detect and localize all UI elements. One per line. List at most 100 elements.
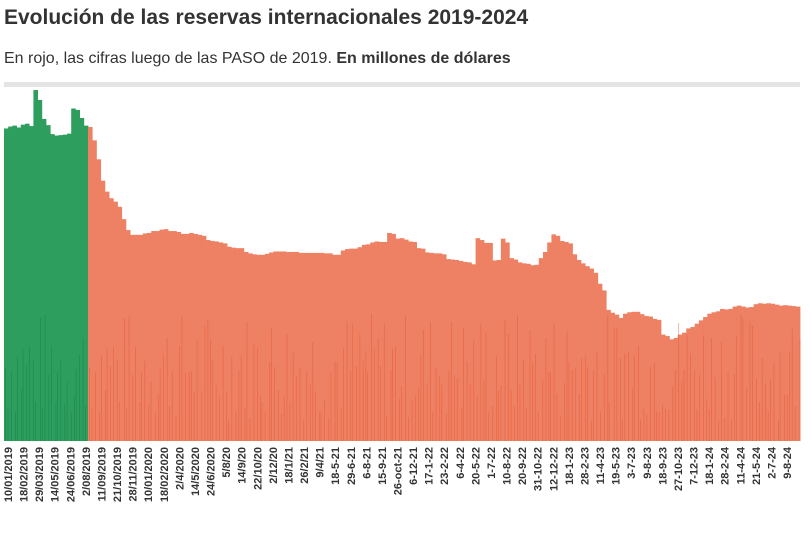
bar-texture-post [141,371,142,441]
bar-post-paso [378,241,384,441]
bar-texture-pre [44,315,46,441]
bar-post-paso [395,238,401,441]
bar-pre-paso [58,135,64,441]
bar-texture-post [740,314,742,441]
subtitle-text: En rojo, las cifras luego de las PASO de… [4,50,332,67]
bar-texture-post [752,325,753,441]
bar-post-paso [639,314,645,441]
x-tick-label: 18/02/2020 [159,447,171,502]
bar-post-paso [467,262,472,441]
x-tick-label: 2-7-24 [766,446,778,479]
bar-texture-pre [82,337,84,441]
bar-texture-post [105,389,106,441]
bar-texture-post [517,315,518,441]
bar-texture-post [749,321,751,441]
x-tick-label: 27-10-23 [673,447,685,491]
bar-texture-post [507,334,509,441]
bar-texture-post [159,369,161,441]
bar-post-paso [475,238,481,441]
bar-texture-post [274,366,275,441]
bar-texture-pre [75,369,77,441]
bar-post-paso [109,198,114,441]
bar-pre-paso [20,124,26,442]
bar-post-paso [585,266,590,441]
bar-texture-post [215,385,217,441]
bar-post-paso [294,251,300,441]
bar-post-paso [387,232,392,441]
bar-texture-post [286,334,288,441]
bar-post-paso [197,234,203,441]
bar-post-paso [134,234,139,441]
bar-texture-post [367,372,368,441]
bar-texture-pre [73,394,75,441]
bar-post-paso [677,334,683,441]
bar-post-paso [618,317,624,441]
bar-texture-post [718,421,719,441]
bar-texture-post [550,372,551,441]
x-tick-label: 9-8-23 [642,447,654,479]
bar-texture-post [226,391,228,441]
x-tick-label: 7-12-23 [689,447,701,485]
x-tick-label: 21/10/2019 [112,447,124,502]
bar-texture-pre [66,382,68,441]
bar-post-paso [121,219,127,441]
bar-texture-post [135,347,136,441]
bar-texture-post [450,321,452,441]
bar-texture-post [148,404,150,441]
bar-post-paso [146,232,152,441]
bar-texture-post [420,355,422,441]
bar-texture-pre [21,389,22,441]
bar-texture-post [119,401,120,441]
bar-texture-post [166,337,168,441]
bar-post-paso [745,307,750,441]
bar-pre-paso [8,126,13,442]
bar-texture-post [779,352,781,441]
bar-post-paso [437,253,443,442]
bar-post-paso [690,327,696,441]
bar-post-paso [517,262,523,441]
bar-texture-post [278,390,279,441]
bar-pre-paso [29,126,34,441]
bar-post-paso [736,305,742,442]
bar-texture-post [799,338,801,441]
bar-post-paso [374,241,380,441]
bar-post-paso [130,234,135,441]
bar-texture-post [343,348,344,441]
x-tick-label: 9/4/21 [315,447,327,478]
bar-texture-post [280,413,282,441]
bar-texture-post [212,360,213,441]
bar-post-paso [462,261,468,441]
bar-post-paso [610,312,616,441]
bar-texture-post [497,390,499,441]
bar-texture-post [373,349,375,441]
bar-post-paso [100,180,106,441]
bar-texture-pre [51,347,52,441]
bar-texture-post [736,336,737,441]
x-tick-label: 28/11/2019 [128,447,140,501]
bar-texture-post [662,404,663,441]
bar-texture-post [295,376,297,441]
bar-texture-post [770,379,771,441]
bar-post-paso [707,313,712,441]
bar-texture-post [696,409,698,441]
x-tick-label: 18-9-23 [657,447,669,485]
bar-texture-post [414,395,416,441]
x-tick-label: 18-5-21 [330,447,342,485]
bar-post-paso [366,244,371,441]
bar-texture-post [568,361,570,441]
bar-texture-post [476,395,478,441]
bar-texture-post [734,373,735,441]
bar-texture-post [721,341,722,441]
chart-subtitle: En rojo, las cifras luego de las PASO de… [4,50,511,68]
bar-post-paso [281,251,287,441]
bar-pre-paso [46,125,51,442]
bar-post-paso [606,309,611,441]
x-tick-label: 26/2/21 [299,447,311,484]
bar-post-paso [264,253,270,441]
bar-texture-post [699,374,700,441]
bar-post-paso [762,303,767,441]
bar-pre-paso [16,127,22,441]
bar-post-paso [601,290,607,441]
bar-texture-post [542,379,544,441]
bar-texture-post [706,398,708,441]
